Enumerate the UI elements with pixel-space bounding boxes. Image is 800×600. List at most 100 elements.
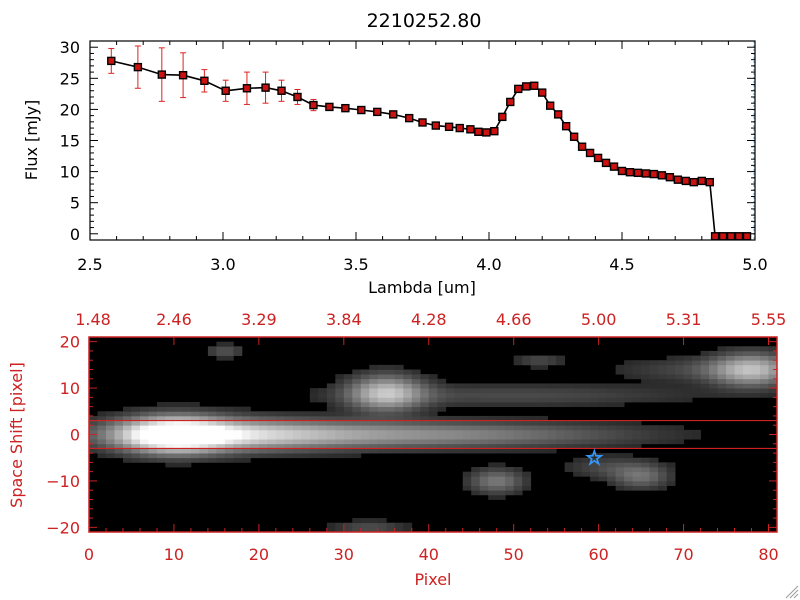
image-pixel xyxy=(479,434,489,440)
image-pixel xyxy=(267,429,277,435)
image-pixel xyxy=(598,453,608,459)
image-pixel xyxy=(241,429,251,435)
image-pixel xyxy=(598,429,608,435)
image-pixel xyxy=(437,383,447,389)
image-pixel xyxy=(352,411,362,417)
image-pixel xyxy=(199,406,209,412)
image-pixel xyxy=(114,443,124,449)
image-pixel xyxy=(479,397,489,403)
image-pixel xyxy=(139,415,149,421)
image-pixel xyxy=(301,425,311,431)
image-pixel xyxy=(743,364,752,370)
image-pixel xyxy=(241,457,251,463)
image-pixel xyxy=(675,383,684,389)
image-pixel xyxy=(590,476,600,482)
image-pixel xyxy=(156,429,166,435)
image-pixel xyxy=(683,360,693,366)
image-pixel xyxy=(700,350,710,356)
image-pixel xyxy=(675,425,684,431)
image-pixel xyxy=(241,434,251,440)
image-pixel xyxy=(590,434,600,440)
image-pixel xyxy=(479,480,489,486)
image-pixel xyxy=(505,434,515,440)
image-pixel xyxy=(173,425,183,431)
image-pixel xyxy=(403,527,413,533)
image-pixel xyxy=(224,439,234,445)
image-pixel xyxy=(386,383,396,389)
image-pixel xyxy=(394,402,404,408)
image-pixel xyxy=(658,369,667,375)
spectrum-point xyxy=(538,88,547,97)
image-pixel xyxy=(199,434,209,440)
image-pixel xyxy=(649,383,659,389)
image-pixel xyxy=(607,397,617,403)
image-pixel xyxy=(624,397,633,403)
image-pixel xyxy=(411,378,421,384)
image-pixel xyxy=(683,355,693,361)
image-pixel xyxy=(683,388,693,394)
image-pixel xyxy=(250,434,260,440)
image-pixel xyxy=(496,467,506,473)
image-pixel xyxy=(683,434,693,440)
image-pixel xyxy=(105,415,115,421)
image-pixel xyxy=(267,415,277,421)
image-top-tick-label: 4.28 xyxy=(411,310,447,329)
spectrum-point xyxy=(466,125,475,134)
image-pixel xyxy=(207,453,217,459)
image-pixel xyxy=(539,415,549,421)
image-pixel xyxy=(760,360,769,366)
image-pixel xyxy=(352,453,362,459)
image-pixel xyxy=(505,383,515,389)
image-pixel xyxy=(454,388,464,394)
image-pixel xyxy=(513,397,523,403)
image-pixel xyxy=(207,429,217,435)
image-pixel xyxy=(207,346,217,352)
image-pixel xyxy=(556,439,566,445)
image-pixel xyxy=(284,420,294,426)
image-pixel xyxy=(411,415,421,421)
image-pixel xyxy=(122,453,132,459)
image-pixel xyxy=(326,522,336,528)
image-pixel xyxy=(632,443,642,449)
image-pixel xyxy=(369,406,379,412)
image-pixel xyxy=(411,383,421,389)
image-pixel xyxy=(513,360,523,366)
image-pixel xyxy=(292,434,302,440)
image-pixel xyxy=(641,388,650,394)
image-pixel xyxy=(641,378,650,384)
image-pixel xyxy=(156,453,166,459)
image-pixel xyxy=(658,429,667,435)
image-pixel xyxy=(632,392,642,398)
image-pixel xyxy=(360,383,370,389)
image-pixel xyxy=(139,448,149,454)
image-pixel xyxy=(250,443,260,449)
image-pixel xyxy=(530,420,540,426)
image-y-tick-label: −10 xyxy=(46,472,80,491)
image-pixel xyxy=(505,443,515,449)
image-pixel xyxy=(632,383,642,389)
image-pixel xyxy=(539,355,549,361)
image-pixel xyxy=(462,397,472,403)
image-pixel xyxy=(615,402,625,408)
image-pixel xyxy=(573,392,583,398)
image-pixel xyxy=(233,420,243,426)
image-pixel xyxy=(301,411,311,417)
image-pixel xyxy=(505,415,515,421)
image-pixel xyxy=(666,462,676,468)
resize-grip-icon[interactable] xyxy=(785,585,799,599)
image-pixel xyxy=(700,355,710,361)
image-x-label: Pixel xyxy=(414,570,451,589)
image-pixel xyxy=(564,434,574,440)
image-x-tick-label: 40 xyxy=(419,545,439,564)
image-pixel xyxy=(309,420,319,426)
image-pixel xyxy=(352,406,362,412)
image-pixel xyxy=(454,443,464,449)
spectrum-y-tick-label: 10 xyxy=(60,163,80,182)
image-pixel xyxy=(530,415,540,421)
image-pixel xyxy=(326,420,336,426)
image-pixel xyxy=(479,476,489,482)
image-pixel xyxy=(445,429,455,435)
image-pixel xyxy=(462,383,472,389)
image-pixel xyxy=(692,364,701,370)
image-pixel xyxy=(352,402,362,408)
